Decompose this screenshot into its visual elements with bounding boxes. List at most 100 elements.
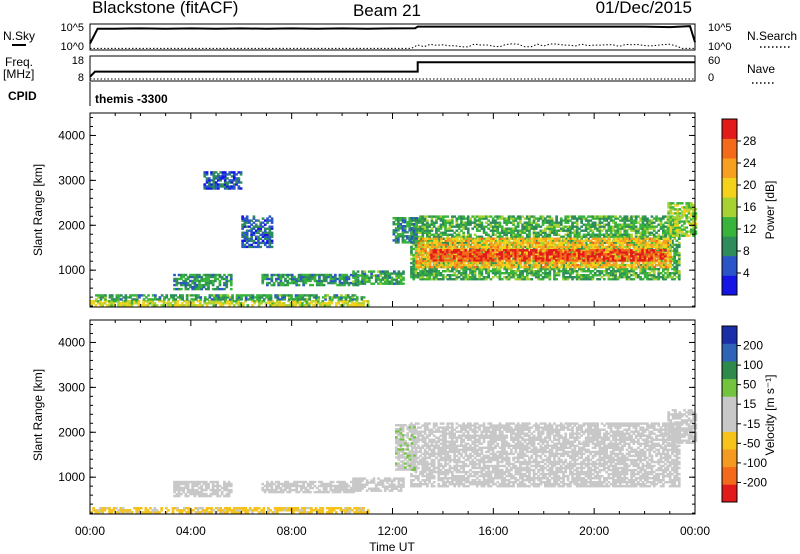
heatmap-cell [446, 270, 450, 273]
heatmap-cell [607, 274, 611, 277]
heatmap-cell [614, 253, 618, 257]
heatmap-cell [657, 233, 661, 236]
heatmap-cell [573, 267, 577, 271]
heatmap-cell [600, 276, 604, 279]
heatmap-cell [607, 215, 611, 218]
heatmap-cell [632, 270, 636, 273]
heatmap-cell [208, 296, 212, 299]
heatmap-cell [487, 223, 490, 226]
heatmap-cell [213, 298, 216, 301]
heatmap-cell [475, 235, 479, 238]
heatmap-cell [605, 272, 608, 275]
heatmap-cell [675, 259, 679, 263]
heatmap-cell [650, 278, 654, 281]
heatmap-cell [225, 275, 229, 279]
heatmap-cell [458, 263, 461, 267]
heatmap-cell [562, 270, 565, 273]
heatmap-cell [512, 241, 515, 245]
heatmap-cell [481, 265, 484, 269]
heatmap-cell [650, 233, 654, 236]
heatmap-cell [607, 233, 611, 236]
heatmap-cell [309, 283, 312, 287]
heatmap-cell [614, 233, 617, 236]
heatmap-cell [655, 225, 658, 228]
heatmap-cell [428, 276, 431, 279]
heatmap-cell [591, 221, 595, 224]
heatmap-cell [496, 257, 500, 261]
heatmap-cell [544, 221, 547, 224]
heatmap-cell [621, 237, 624, 240]
heatmap-cell [664, 272, 667, 275]
heatmap-cell [625, 267, 629, 271]
heatmap-cell [444, 245, 447, 249]
heatmap-cell [652, 235, 656, 238]
heatmap-cell [485, 276, 488, 279]
heatmap-cell [417, 251, 421, 255]
heatmap-cell [524, 241, 527, 245]
heatmap-cell [279, 273, 283, 277]
heatmap-cell [660, 245, 663, 249]
heatmap-cell [637, 239, 641, 242]
heatmap-cell [630, 235, 633, 238]
heatmap-cell [641, 229, 645, 232]
heatmap-cell [621, 243, 625, 247]
heatmap-cell [444, 265, 448, 269]
heatmap-cell [587, 267, 590, 271]
heatmap-cell [108, 294, 112, 297]
heatmap-cell [185, 300, 188, 303]
heatmap-cell [589, 227, 593, 230]
heatmap-cell [549, 247, 552, 251]
heatmap-cell [669, 251, 672, 255]
heatmap-cell [627, 225, 631, 228]
heatmap-cell [298, 304, 302, 307]
heatmap-cell [614, 215, 617, 218]
heatmap-cell [165, 296, 169, 299]
heatmap-cell [521, 231, 524, 234]
heatmap-cell [499, 261, 502, 265]
heatmap-cell [512, 233, 515, 236]
heatmap-cell [550, 221, 554, 224]
heatmap-cell [439, 235, 443, 238]
heatmap-cell [505, 243, 509, 247]
heatmap-cell [381, 272, 385, 275]
heatmap-cell [446, 278, 450, 281]
heatmap-cell [621, 245, 625, 249]
heatmap-cell [426, 272, 429, 275]
heatmap-cell [494, 215, 497, 218]
heatmap-cell [360, 296, 364, 299]
heatmap-cell [431, 245, 434, 249]
heatmap-cell [451, 255, 455, 259]
heatmap-cell [651, 237, 654, 240]
heatmap-cell [430, 274, 434, 277]
heatmap-cell [217, 296, 221, 299]
heatmap-cell [393, 270, 396, 273]
heatmap-cell [193, 275, 197, 279]
heatmap-cell [478, 225, 481, 228]
heatmap-cell [587, 239, 591, 242]
heatmap-cell [469, 221, 472, 224]
heatmap-cell [262, 300, 266, 303]
heatmap-cell [428, 251, 432, 255]
nsearch-tick-bottom: 10^0 [708, 41, 732, 53]
heatmap-cell [351, 296, 355, 299]
heatmap-cell [278, 298, 282, 301]
heatmap-cell [121, 300, 125, 303]
heatmap-cell [444, 261, 448, 265]
heatmap-cell [449, 253, 452, 257]
heatmap-cell [478, 235, 481, 238]
heatmap-cell [532, 229, 536, 232]
heatmap-cell [510, 274, 513, 277]
heatmap-cell [573, 239, 577, 242]
heatmap-cell [473, 237, 477, 240]
heatmap-cell [519, 247, 523, 251]
heatmap-cell [223, 277, 226, 281]
heatmap-cell [110, 302, 114, 305]
heatmap-cell [417, 231, 420, 234]
heatmap-cell [433, 261, 436, 265]
heatmap-cell [223, 287, 226, 291]
heatmap-cell [659, 225, 663, 228]
heatmap-cell [361, 278, 364, 281]
heatmap-cell [220, 275, 224, 279]
heatmap-cell [218, 287, 222, 291]
heatmap-cell [215, 296, 218, 299]
